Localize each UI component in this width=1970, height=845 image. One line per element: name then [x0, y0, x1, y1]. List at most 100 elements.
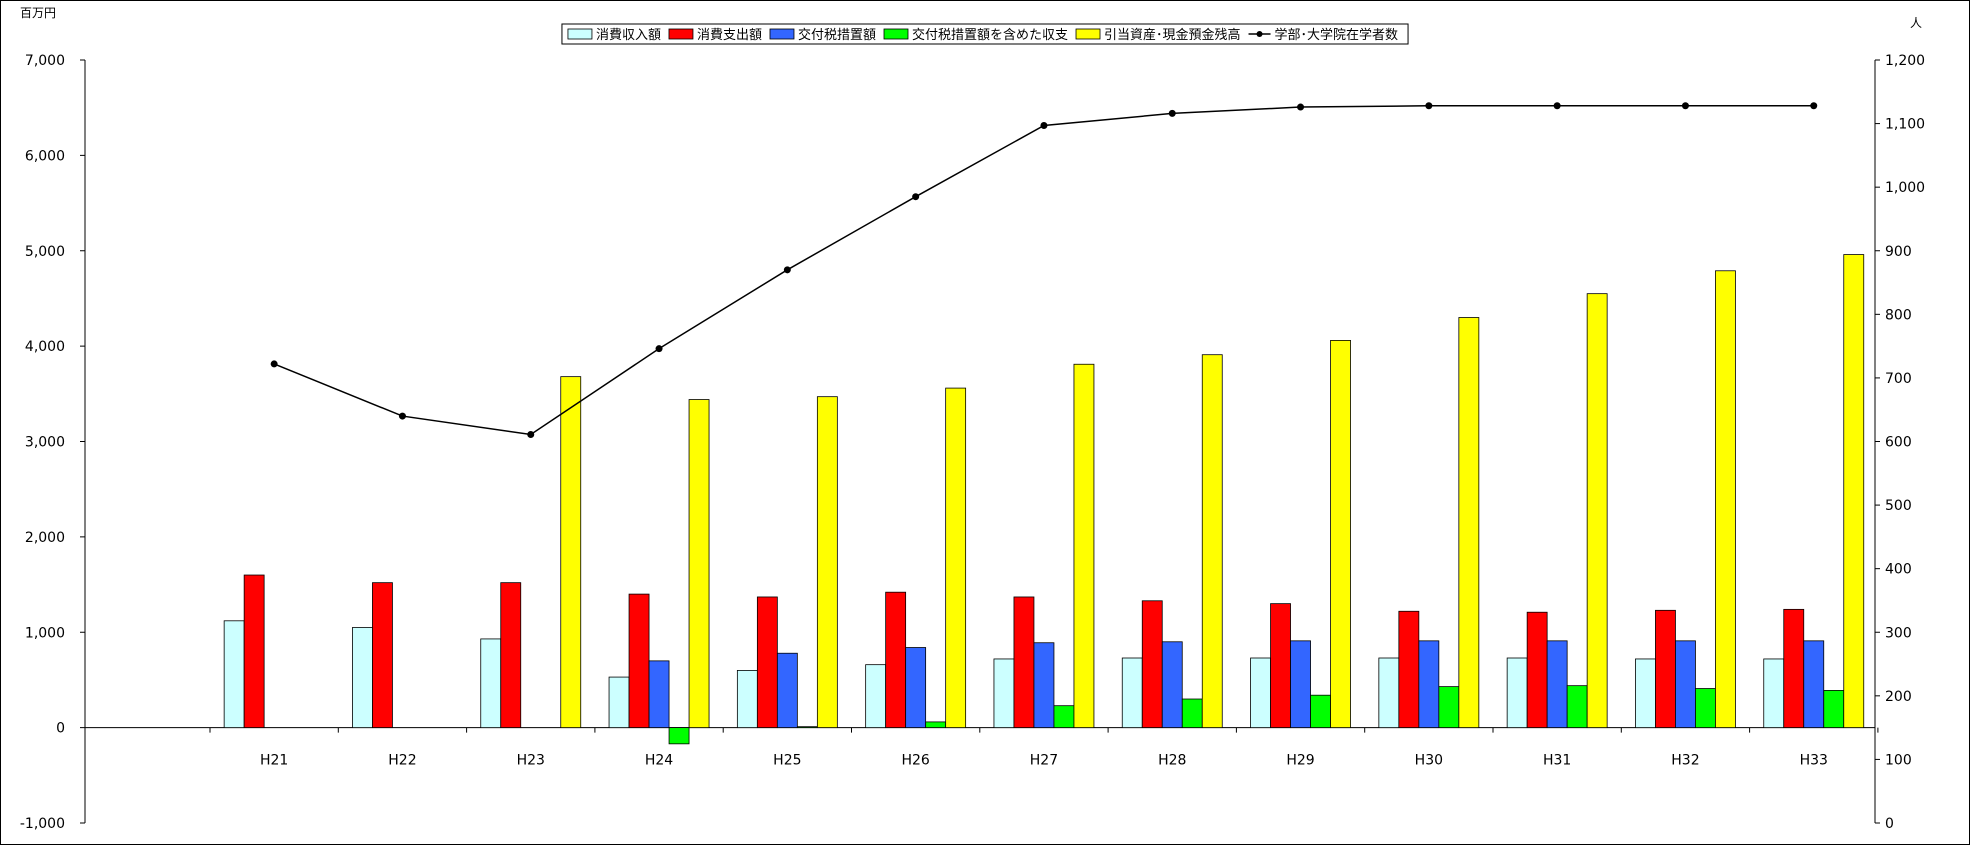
- bar-交付税措置額-H32: [1675, 640, 1696, 729]
- category-label-H24: H24: [645, 753, 673, 769]
- legend-swatch: [769, 28, 795, 40]
- bar-消費収入額-H23: [480, 638, 502, 729]
- bars: [223, 254, 1865, 745]
- bar-交付税措置額-H30: [1418, 640, 1440, 729]
- bar-交付税措置額-H25: [776, 652, 798, 729]
- left-tick-label: -1,000: [20, 816, 65, 832]
- left-tick-label: 7,000: [25, 53, 65, 69]
- bar-引当資産･現金預金残高-H32: [1715, 270, 1736, 729]
- right-tick-label: 500: [1885, 498, 1912, 514]
- right-tick-label: 300: [1885, 625, 1912, 641]
- left-tick-label: 5,000: [25, 244, 65, 260]
- legend-label: 引当資産･現金預金残高: [1104, 27, 1241, 43]
- bar-交付税措置額を含めた収支-H33: [1823, 690, 1845, 729]
- left-tick-label: 0: [56, 721, 65, 737]
- right-tick-label: 800: [1885, 307, 1912, 323]
- bar-交付税措置額を含めた収支-H24: [668, 727, 690, 745]
- bar-消費支出額-H29: [1270, 603, 1291, 729]
- legend-item-消費支出額: 消費支出額: [668, 28, 762, 43]
- bar-消費収入額-H33: [1763, 658, 1785, 729]
- bar-消費収入額-H28: [1121, 657, 1143, 729]
- bar-交付税措置額を含めた収支-H28: [1181, 698, 1203, 729]
- bar-引当資産･現金預金残高-H29: [1330, 340, 1351, 729]
- bar-引当資産･現金預金残高-H25: [816, 396, 838, 729]
- bar-引当資産･現金預金残高-H30: [1458, 317, 1480, 729]
- bar-引当資産･現金預金残高-H24: [688, 399, 710, 729]
- category-label-H22: H22: [388, 753, 416, 769]
- bar-交付税措置額-H28: [1161, 641, 1183, 729]
- bar-交付税措置額を含めた収支-H27: [1053, 705, 1075, 729]
- point-学部･大学院在学者数-H32: [1681, 102, 1689, 110]
- bar-消費支出額-H23: [500, 582, 522, 729]
- left-tick-label: 6,000: [25, 148, 65, 164]
- category-label-H32: H32: [1671, 753, 1699, 769]
- point-学部･大学院在学者数-H23: [527, 431, 535, 439]
- left-axis-unit: 百万円: [20, 6, 56, 20]
- category-label-H25: H25: [773, 753, 801, 769]
- right-tick-label: 600: [1885, 435, 1912, 451]
- left-tick-label: 2,000: [25, 530, 65, 546]
- bar-交付税措置額を含めた収支-H25: [796, 726, 818, 729]
- bar-消費収入額-H22: [352, 627, 373, 729]
- legend-label: 交付税措置額を含めた収支: [912, 27, 1068, 43]
- bar-消費支出額-H31: [1526, 611, 1548, 729]
- point-学部･大学院在学者数-H22: [398, 412, 406, 420]
- bar-引当資産･現金預金残高-H27: [1073, 363, 1095, 729]
- line-series: [270, 102, 1818, 439]
- left-tick-label: 1,000: [25, 625, 65, 641]
- bar-交付税措置額を含めた収支-H29: [1310, 694, 1331, 729]
- legend-item-引当資産･現金預金残高: 引当資産･現金預金残高: [1075, 27, 1241, 43]
- legend-swatch: [883, 28, 909, 40]
- legend-swatch: [567, 28, 593, 40]
- bar-消費支出額-H21: [243, 574, 265, 729]
- right-axis-unit: 人: [1910, 16, 1922, 30]
- right-tick-label: 0: [1885, 816, 1894, 832]
- right-tick-label: 1,200: [1885, 53, 1925, 69]
- bar-交付税措置額を含めた収支-H31: [1566, 685, 1588, 729]
- right-tick-label: 1,100: [1885, 117, 1925, 133]
- bar-引当資産･現金預金残高-H33: [1843, 254, 1865, 729]
- bar-引当資産･現金預金残高-H23: [560, 376, 582, 729]
- bar-引当資産･現金預金残高-H26: [945, 387, 967, 729]
- bar-消費収入額-H25: [736, 670, 758, 729]
- point-学部･大学院在学者数-H28: [1168, 109, 1176, 117]
- bar-消費支出額-H27: [1013, 596, 1035, 729]
- right-tick-label: 400: [1885, 562, 1912, 578]
- left-tick-label: 3,000: [25, 435, 65, 451]
- right-tick-label: 1,000: [1885, 180, 1925, 196]
- category-label-H27: H27: [1030, 753, 1058, 769]
- legend-item-学部･大学院在学者数: 学部･大学院在学者数: [1248, 27, 1398, 43]
- bar-消費支出額-H30: [1398, 610, 1420, 729]
- right-tick-label: 100: [1885, 752, 1912, 768]
- bar-消費支出額-H24: [628, 593, 650, 729]
- bar-消費収入額-H31: [1506, 657, 1528, 729]
- right-tick-label: 200: [1885, 689, 1912, 705]
- left-tick-label: 4,000: [25, 339, 65, 355]
- point-学部･大学院在学者数-H33: [1810, 102, 1818, 110]
- legend-item-交付税措置額: 交付税措置額: [769, 27, 876, 43]
- bar-交付税措置額-H31: [1546, 640, 1568, 729]
- legend-swatch: [668, 28, 694, 40]
- category-label-H29: H29: [1286, 753, 1314, 769]
- point-学部･大学院在学者数-H30: [1425, 102, 1433, 110]
- category-label-H26: H26: [901, 753, 929, 769]
- axes: -1,000 0 1,000 2,000 3,000 4,000 5,000 6,000 7,0…: [20, 53, 1925, 832]
- bar-消費収入額-H26: [865, 664, 887, 729]
- category-label-H21: H21: [260, 753, 288, 769]
- bar-交付税措置額-H24: [648, 660, 670, 729]
- legend-swatch: [1075, 28, 1101, 40]
- legend-label: 消費収入額: [596, 28, 661, 43]
- category-label-H28: H28: [1158, 753, 1186, 769]
- bar-交付税措置額を含めた収支-H26: [925, 721, 947, 729]
- bar-消費支出額-H26: [885, 591, 907, 729]
- category-label-H33: H33: [1800, 753, 1828, 769]
- right-tick-label: 900: [1885, 244, 1912, 260]
- point-学部･大学院在学者数-H24: [655, 345, 663, 353]
- point-学部･大学院在学者数-H27: [1040, 121, 1048, 129]
- point-学部･大学院在学者数-H29: [1297, 103, 1305, 111]
- bar-交付税措置額-H29: [1290, 640, 1311, 729]
- legend-marker-swatch: [1256, 31, 1263, 37]
- bar-消費収入額-H30: [1378, 657, 1400, 729]
- legend-label: 交付税措置額: [798, 27, 876, 43]
